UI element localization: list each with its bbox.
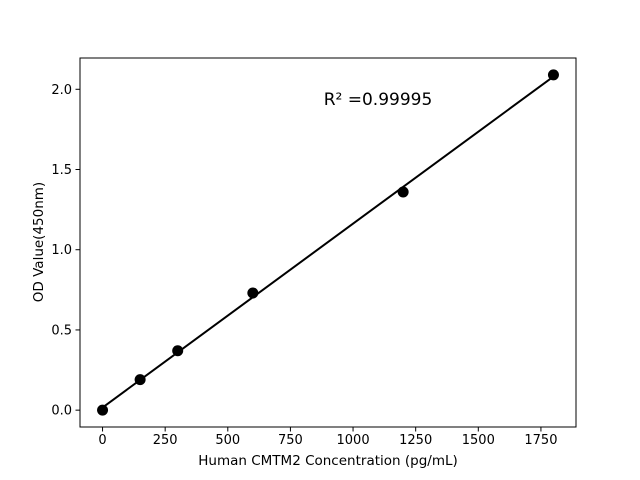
x-tick-label: 1750 [524,433,557,448]
y-tick-label: 0.5 [51,323,72,338]
x-tick-label: 1000 [337,433,370,448]
x-tick-label: 750 [278,433,303,448]
x-tick-label: 1500 [462,433,495,448]
x-tick-label: 250 [153,433,178,448]
y-tick-label: 0.0 [51,404,72,419]
x-tick-label: 1250 [399,433,432,448]
r-squared-annotation: R² =0.99995 [323,90,433,110]
x-tick-label: 500 [215,433,240,448]
data-point [547,69,559,81]
data-point [97,404,109,416]
plot-border [79,57,577,428]
y-tick-label: 1.0 [51,243,72,258]
x-axis-label: Human CMTM2 Concentration (pg/mL) [198,453,458,469]
data-point [172,345,184,357]
trend-line [101,75,555,409]
data-point [247,287,259,299]
y-tick-label: 2.0 [51,83,72,98]
y-tick-label: 1.5 [51,163,72,178]
data-point [397,186,409,198]
y-axis-label: OD Value(450nm) [31,181,47,303]
x-tick-label: 0 [98,433,106,448]
data-point [134,374,146,386]
